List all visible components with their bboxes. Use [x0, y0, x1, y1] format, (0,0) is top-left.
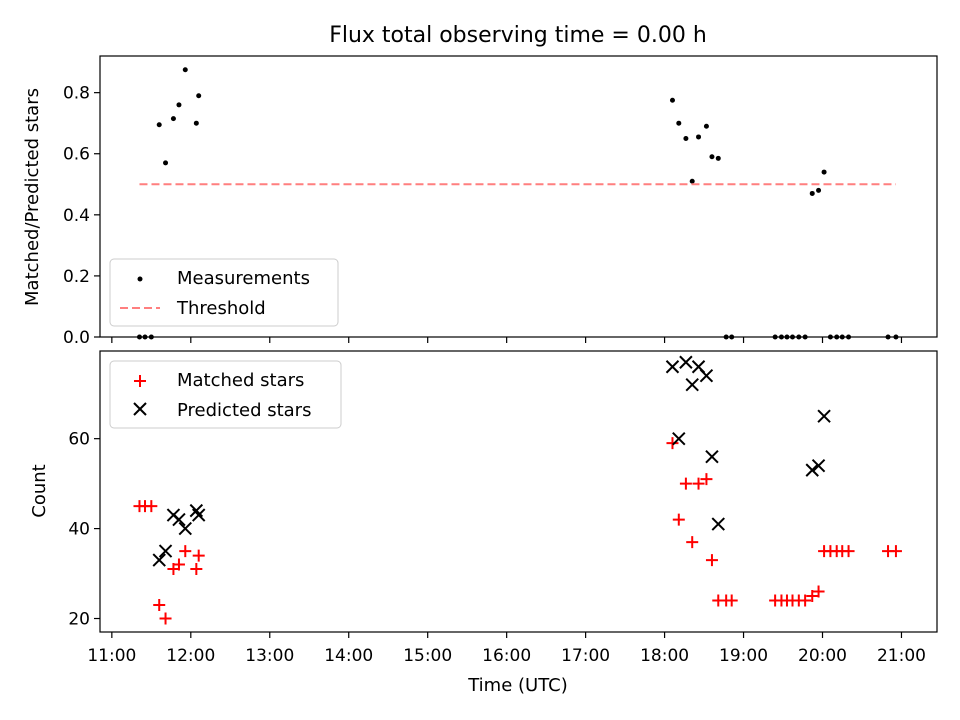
- x-tick-label: 18:00: [640, 646, 689, 666]
- predicted-stars-point: [178, 521, 192, 536]
- bottom-y-ticks: 20 40 60: [68, 430, 100, 630]
- bottom-marks: [133, 355, 902, 625]
- matched-stars-point: [686, 536, 699, 549]
- matched-stars-point: [725, 594, 738, 607]
- top-y-ticks: 0.0 0.2 0.4 0.6 0.8: [63, 84, 100, 348]
- predicted-stars-point: [191, 508, 206, 522]
- legend-measurements-label: Measurements: [177, 268, 310, 289]
- legend-matched-marker: [134, 375, 146, 387]
- legend-predicted-marker: [133, 402, 147, 416]
- measurements-point: [193, 120, 199, 126]
- measurements-point: [176, 102, 182, 108]
- measurements-point: [163, 160, 169, 166]
- matched-stars-point: [842, 545, 855, 558]
- x-tick-label: 14:00: [324, 646, 373, 666]
- bottom-y-tick-label: 60: [68, 430, 90, 450]
- bottom-panel: 20 40 60 11:00 12:00 13:00 14:00 15:00 16:00 17:…: [29, 350, 938, 696]
- top-legend-box: [109, 258, 339, 327]
- predicted-stars-point: [705, 449, 719, 464]
- legend-matched-label: Matched stars: [177, 370, 304, 391]
- measurements-point: [689, 178, 695, 184]
- measurements-point: [709, 154, 715, 160]
- bottom-x-ticks: 11:00 12:00 13:00 14:00 15:00 16:00 17:00 18:00…: [87, 632, 926, 666]
- measurements-point: [676, 120, 682, 126]
- top-axes-frame: [99, 55, 938, 338]
- predicted-stars-point: [679, 355, 693, 369]
- measurements-point: [683, 135, 689, 141]
- matched-stars-point: [179, 545, 192, 558]
- bottom-y-tick-label: 20: [68, 610, 90, 630]
- top-y-tick-label: 0.4: [63, 206, 90, 226]
- matched-stars-point: [806, 590, 819, 603]
- top-y-axis-label: Matched/Predicted stars: [22, 88, 43, 306]
- matched-stars-point: [145, 500, 158, 513]
- measurements-point: [821, 169, 827, 175]
- x-tick-label: 13:00: [245, 646, 294, 666]
- matched-stars-point: [192, 549, 205, 562]
- measurements-point: [182, 67, 188, 73]
- x-tick-label: 12:00: [166, 646, 215, 666]
- x-tick-label: 19:00: [719, 646, 768, 666]
- measurements-point: [170, 116, 176, 122]
- predicted-stars-point: [711, 517, 725, 531]
- measurements-point: [696, 134, 702, 140]
- measurements-point: [703, 123, 709, 129]
- bottom-y-axis-label: Count: [29, 464, 50, 517]
- measurements-point: [156, 122, 162, 128]
- measurements-point: [715, 155, 721, 161]
- matched-stars-point: [159, 612, 172, 625]
- predicted-stars-point: [172, 512, 186, 527]
- figure-title: Flux total observing time = 0.00 h: [329, 23, 707, 48]
- measurements-point: [809, 190, 815, 196]
- matched-stars-point: [672, 513, 685, 526]
- legend-predicted-label: Predicted stars: [177, 400, 311, 421]
- predicted-stars-point: [811, 458, 826, 473]
- top-marks: [136, 67, 899, 340]
- matched-stars-point: [172, 558, 185, 571]
- predicted-stars-point: [817, 409, 831, 423]
- matched-stars-point: [705, 554, 718, 567]
- top-panel: 0.00.20.40.60.8 Matched/Predicted stars …: [22, 55, 938, 348]
- matched-stars-point: [700, 473, 713, 486]
- matched-stars-point: [679, 477, 692, 490]
- bottom-legend: Matched stars Predicted stars: [109, 360, 342, 429]
- top-legend: Measurements Threshold: [109, 258, 339, 327]
- predicted-stars-point: [685, 378, 699, 392]
- predicted-stars-point: [805, 463, 819, 477]
- top-y-tick-label: 0.2: [63, 267, 90, 287]
- x-tick-label: 21:00: [877, 646, 926, 666]
- x-axis-label: Time (UTC): [467, 675, 568, 696]
- matched-stars-point: [666, 437, 679, 450]
- x-tick-label: 20:00: [798, 646, 847, 666]
- predicted-stars-point: [672, 431, 686, 446]
- x-tick-label: 16:00: [482, 646, 531, 666]
- x-tick-label: 11:00: [87, 646, 136, 666]
- measurements-point: [816, 187, 822, 193]
- predicted-stars-point: [158, 544, 173, 558]
- top-y-tick-label: 0.8: [63, 84, 90, 104]
- bottom-legend-box: [109, 360, 342, 429]
- x-tick-label: 15:00: [403, 646, 452, 666]
- x-tick-label: 17:00: [561, 646, 610, 666]
- matched-stars-point: [812, 585, 825, 598]
- bottom-axes-frame: [99, 350, 938, 633]
- matched-stars-point: [190, 563, 203, 576]
- top-y-tick-label: 0.0: [63, 328, 90, 348]
- predicted-stars-point: [665, 360, 680, 374]
- matched-stars-point: [692, 477, 705, 490]
- measurements-point: [196, 93, 202, 99]
- matched-stars-point: [889, 545, 902, 558]
- top-y-tick-label: 0.6: [63, 145, 90, 165]
- predicted-stars-point: [699, 369, 714, 383]
- legend-threshold-label: Threshold: [176, 298, 266, 319]
- matched-stars-point: [799, 594, 812, 607]
- matched-stars-point: [153, 599, 166, 612]
- top-x-ticks: [111, 337, 903, 343]
- bottom-y-tick-label: 40: [68, 520, 90, 540]
- measurements-point: [669, 97, 675, 103]
- predicted-stars-point: [152, 553, 166, 567]
- legend-measurements-marker: [137, 276, 143, 282]
